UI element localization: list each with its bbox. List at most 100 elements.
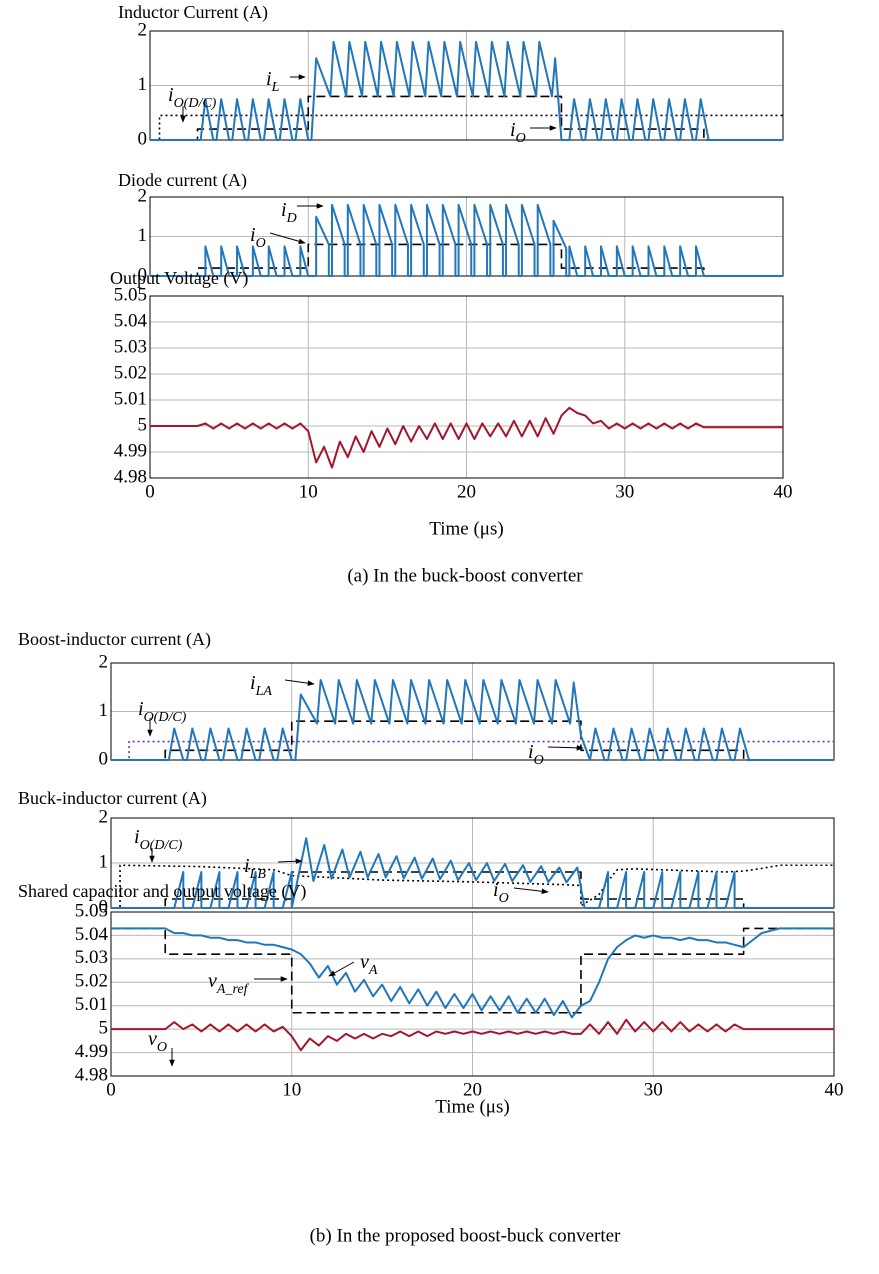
y-tick-label: 5 [99,1018,109,1039]
y-tick-label: 0 [99,748,109,769]
x-tick-label: 40 [774,481,793,502]
y-tick-label: 4.98 [75,1064,108,1085]
x-tick-label: 0 [145,481,155,502]
annotation-symbol: i [510,119,516,141]
chart-title: Buck-inductor current (A) [18,788,207,809]
annotation-symbol: v [148,1028,157,1050]
chart-title: Diode current (A) [118,170,247,191]
series-line [150,40,783,141]
annotation-symbol: i [493,879,499,901]
annotation: iL [266,68,280,95]
annotation: vA_ref [208,970,250,997]
series-line [150,203,783,277]
annotation-symbol: v [360,951,369,973]
series-line [150,95,783,141]
annotation-subscript: O [516,131,526,146]
annotation-subscript: D [286,211,297,226]
annotation: vA [360,951,378,978]
y-tick-label: 5.05 [75,900,108,921]
x-tick-label: 20 [463,1079,482,1100]
plot-frame [149,295,784,479]
annotation-subscript: A [368,963,378,978]
y-tick-label: 1 [138,74,148,95]
plot-frame [110,911,835,1077]
y-tick-label: 0 [138,264,148,285]
series-line [111,837,834,909]
annotation-subscript: LB [249,867,267,882]
y-tick-label: 5 [138,414,148,435]
series-line [111,678,834,761]
chart-title: Boost-inductor current (A) [18,629,211,650]
annotation: iO(D/C) [168,84,217,111]
annotation-symbol: i [138,698,144,720]
annotation-subscript: O [534,753,544,768]
annotation-arrow [284,679,315,686]
annotation: iO [528,741,544,768]
series-line [150,114,783,141]
x-tick-label: 10 [282,1079,301,1100]
annotation: iO(D/C) [134,826,183,853]
y-tick-label: 0 [99,896,109,917]
plot-frame [110,817,835,909]
y-tick-label: 4.98 [114,466,147,487]
annotation-subscript: O(D/C) [144,710,187,725]
y-tick-label: 5.02 [75,971,108,992]
annotation-subscript: L [271,80,280,95]
plot-frame [110,662,835,761]
series-line [150,406,783,469]
y-tick-label: 5.01 [114,388,147,409]
plot-frame [149,196,784,277]
chart-title: Shared capacitor and output voltage (V) [18,881,306,902]
series-line [111,871,834,909]
annotation-symbol: i [168,84,174,106]
annotation-arrow [328,961,355,977]
y-tick-label: 2 [99,651,109,672]
annotation-subscript: LA [255,684,273,699]
annotation-subscript: O [157,1040,167,1055]
annotation-arrow [277,858,303,865]
x-tick-label: 10 [299,481,318,502]
annotation-symbol: i [528,741,534,763]
y-tick-label: 1 [138,225,148,246]
plot-frame [149,30,784,141]
series-line [111,927,834,1019]
y-tick-label: 5.03 [75,947,108,968]
y-tick-label: 5.04 [114,310,148,331]
x-axis-label: Time (μs) [435,1096,509,1117]
figure-caption: (b) In the proposed boost-buck converter [310,1225,621,1246]
y-tick-label: 5.02 [114,362,147,383]
y-tick-label: 4.99 [75,1041,108,1062]
annotation-arrow [269,232,306,244]
annotation-subscript: O [499,891,509,906]
series-line [150,243,783,277]
x-tick-label: 0 [106,1079,116,1100]
annotation-symbol: i [266,68,272,90]
y-tick-label: 0 [138,128,148,149]
annotation-subscript: O [256,236,266,251]
annotation-subscript: O(D/C) [140,838,183,853]
x-tick-label: 30 [615,481,634,502]
y-tick-label: 4.99 [114,440,147,461]
annotation: iLB [244,855,266,882]
series-line [111,720,834,761]
annotation-symbol: i [250,672,256,694]
series-line [111,927,834,1014]
x-tick-label: 20 [457,481,476,502]
annotation-arrow [513,887,549,895]
annotation-symbol: v [208,970,217,992]
y-tick-label: 5.03 [114,336,147,357]
annotation: iD [281,199,297,226]
y-tick-label: 2 [99,806,109,827]
x-tick-label: 30 [644,1079,663,1100]
x-axis-label: Time (μs) [429,518,503,539]
annotation: iO [493,879,509,906]
series-line [111,864,834,909]
annotation: vO [148,1028,167,1055]
y-tick-label: 5.05 [114,284,147,305]
series-line [111,1018,834,1052]
y-tick-label: 1 [99,700,109,721]
y-tick-label: 5.01 [75,994,108,1015]
annotation: iO [510,119,526,146]
